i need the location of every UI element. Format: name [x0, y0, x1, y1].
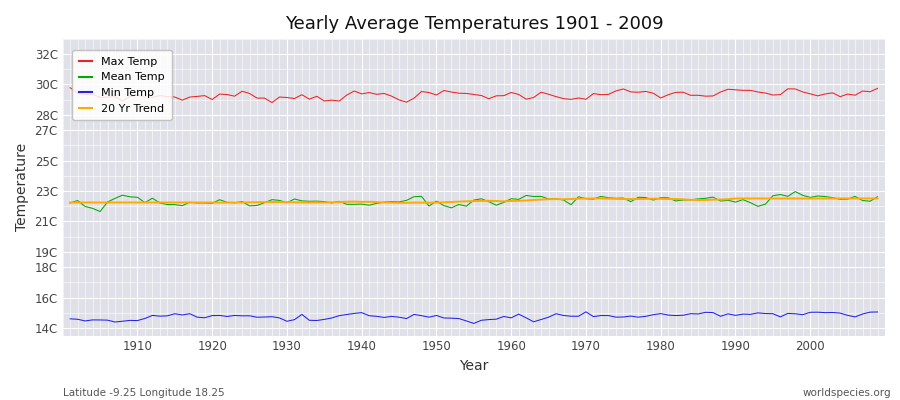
X-axis label: Year: Year	[459, 359, 489, 373]
Text: worldspecies.org: worldspecies.org	[803, 388, 891, 398]
Title: Yearly Average Temperatures 1901 - 2009: Yearly Average Temperatures 1901 - 2009	[284, 15, 663, 33]
Legend: Max Temp, Mean Temp, Min Temp, 20 Yr Trend: Max Temp, Mean Temp, Min Temp, 20 Yr Tre…	[72, 50, 172, 120]
Text: Latitude -9.25 Longitude 18.25: Latitude -9.25 Longitude 18.25	[63, 388, 225, 398]
Y-axis label: Temperature: Temperature	[15, 143, 29, 231]
